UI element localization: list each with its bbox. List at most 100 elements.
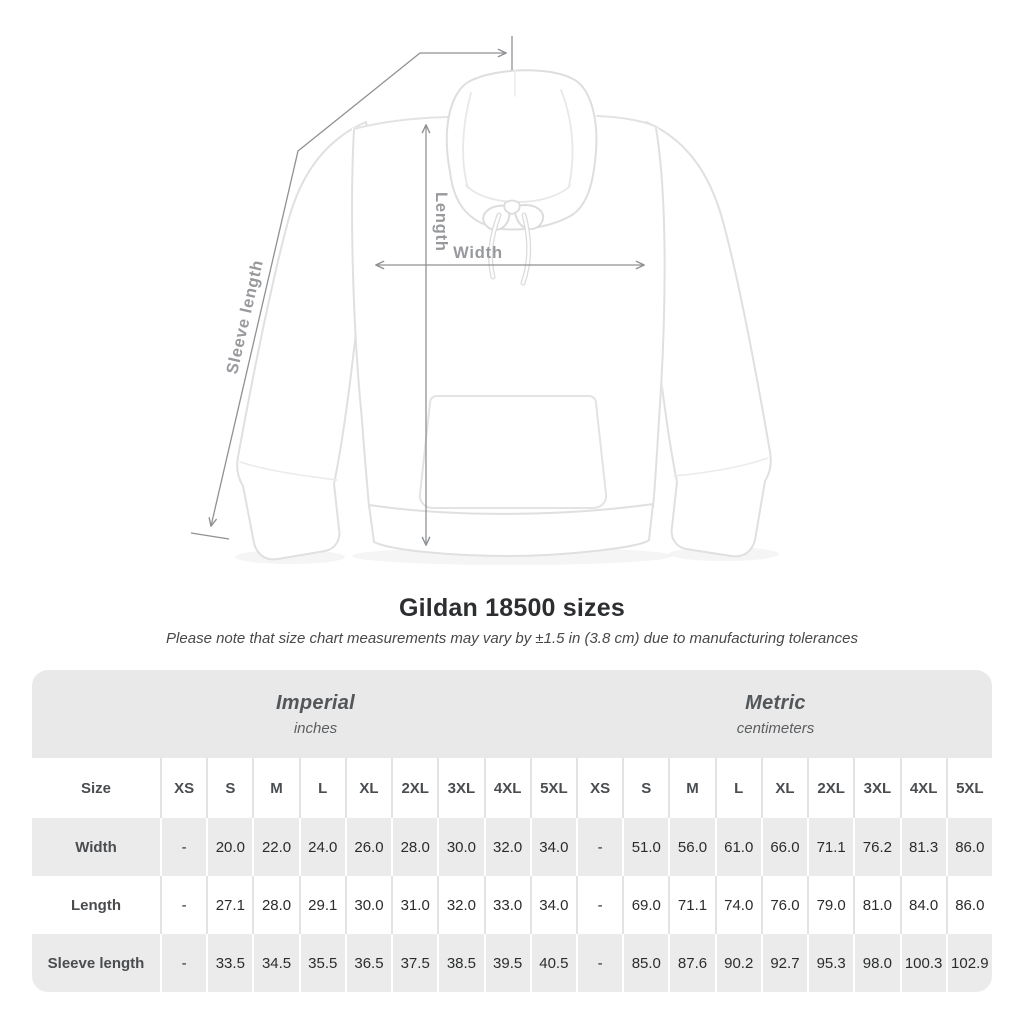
width-label: Width [453,244,503,262]
size-col-header: Size [80,779,111,797]
title-block: Gildan 18500 sizes Please note that size… [0,594,1024,647]
size-header-imperial-s: S [206,758,252,818]
value-cell-metric: 74.0 [714,876,761,934]
value-cell-imperial: 31.0 [391,876,437,934]
value-cell-imperial: 34.0 [529,876,576,934]
value-cell-metric: 90.2 [714,934,761,992]
value-cell-imperial: 36.5 [344,934,391,992]
length-label: Length [432,192,450,252]
value-cell-imperial: 22.0 [252,818,298,876]
value-cell-metric: 102.9 [945,934,992,992]
value-cell-imperial: 27.1 [206,876,252,934]
cuff-tick [190,532,230,540]
drawstring-right [520,212,532,286]
unit-header-band: Imperial inches Metric centimeters [32,670,992,758]
measurement-row-label: Length [71,896,121,914]
value-cell-metric: 100.3 [899,934,946,992]
value-cell-metric: 66.0 [760,818,807,876]
value-cell-imperial: 34.5 [252,934,298,992]
value-cell-imperial: 30.0 [437,818,483,876]
size-header-imperial-4xl: 4XL [483,758,530,818]
torso-right-edge [652,127,666,508]
value-cell-imperial: 20.0 [206,818,252,876]
value-cell-metric: 81.3 [899,818,946,876]
page-title: Gildan 18500 sizes [399,594,625,622]
size-table: Imperial inches Metric centimeters Size X… [32,670,992,992]
value-cell-metric: 98.0 [853,934,899,992]
value-cell-metric: 71.1 [668,876,714,934]
value-cell-metric: 92.7 [760,934,807,992]
value-cell-metric: 86.0 [945,876,992,934]
size-header-row: Size XS S M L XL 2XL 3XL 4XL 5XL XS S M L XL 2XL 3XL 4XL 5… [32,758,992,818]
value-cell-metric: - [575,876,622,934]
value-cell-metric: 81.0 [853,876,899,934]
value-cell-metric: 84.0 [899,876,946,934]
right-sleeve [639,121,772,558]
value-cell-imperial: 29.1 [298,876,345,934]
size-header-imperial-l: L [298,758,345,818]
value-cell-imperial: - [160,818,206,876]
imperial-group-name: Imperial [275,691,356,714]
tolerance-note: Please note that size chart measurements… [166,630,858,647]
size-header-metric-5xl: 5XL [945,758,992,818]
size-header-imperial-xs: XS [160,758,206,818]
size-header-metric-3xl: 3XL [853,758,899,818]
value-cell-imperial: 33.5 [206,934,252,992]
hoodie-measurement-diagram: Length Width Sleeve length [190,36,772,561]
value-cell-metric: 86.0 [945,818,992,876]
right-shoulder-seam [596,115,658,128]
kangaroo-pocket [418,395,608,509]
value-cell-imperial: 28.0 [252,876,298,934]
value-cell-imperial: - [160,876,206,934]
size-header-metric-xl: XL [760,758,807,818]
measurement-row-label: Width [75,838,117,856]
value-cell-metric: - [575,818,622,876]
value-cell-metric: 76.0 [760,876,807,934]
measurement-row-label: Sleeve length [47,954,145,972]
value-cell-metric: 87.6 [668,934,714,992]
measurement-row-width: Width -20.0 22.0 24.0 26.0 28.0 30.0 32.0 34.0-5… [32,818,992,876]
value-cell-metric: 76.2 [853,818,899,876]
value-cell-imperial: 38.5 [437,934,483,992]
sleeve-length-measurement [190,36,513,540]
metric-group-unit: centimeters [736,719,815,737]
size-header-metric-2xl: 2XL [807,758,853,818]
sleeve-length-arrow [208,48,507,527]
size-header-metric-s: S [622,758,668,818]
value-cell-imperial: 32.0 [437,876,483,934]
value-cell-metric: 85.0 [622,934,668,992]
size-header-imperial-3xl: 3XL [437,758,483,818]
value-cell-metric: 51.0 [622,818,668,876]
value-cell-metric: - [575,934,622,992]
value-cell-imperial: 30.0 [344,876,391,934]
metric-group-name: Metric [745,691,806,714]
size-header-imperial-m: M [252,758,298,818]
value-cell-metric: 95.3 [807,934,853,992]
imperial-group-unit: inches [293,719,338,737]
imperial-group-header: Imperial inches [32,670,573,758]
measurement-row-length: Length -27.1 28.0 29.1 30.0 31.0 32.0 33.0 34.0-… [32,876,992,934]
value-cell-imperial: 34.0 [529,818,576,876]
value-cell-imperial: 26.0 [344,818,391,876]
value-cell-metric: 79.0 [807,876,853,934]
size-table-rows: Size XS S M L XL 2XL 3XL 4XL 5XL XS S M L XL 2XL 3XL 4XL 5… [32,758,992,992]
metric-group-header: Metric centimeters [573,670,992,758]
size-header-imperial-xl: XL [344,758,391,818]
value-cell-imperial: 32.0 [483,818,530,876]
hoodie-illustration [236,69,772,561]
size-header-metric-l: L [714,758,761,818]
right-cuff-seam [673,457,769,477]
size-header-metric-m: M [668,758,714,818]
value-cell-metric: 71.1 [807,818,853,876]
size-header-imperial-2xl: 2XL [391,758,437,818]
value-cell-imperial: - [160,934,206,992]
value-cell-imperial: 39.5 [483,934,530,992]
value-cell-imperial: 40.5 [529,934,576,992]
value-cell-metric: 69.0 [622,876,668,934]
value-cell-imperial: 37.5 [391,934,437,992]
value-cell-imperial: 28.0 [391,818,437,876]
size-header-metric-4xl: 4XL [899,758,946,818]
value-cell-imperial: 24.0 [298,818,345,876]
value-cell-imperial: 35.5 [298,934,345,992]
